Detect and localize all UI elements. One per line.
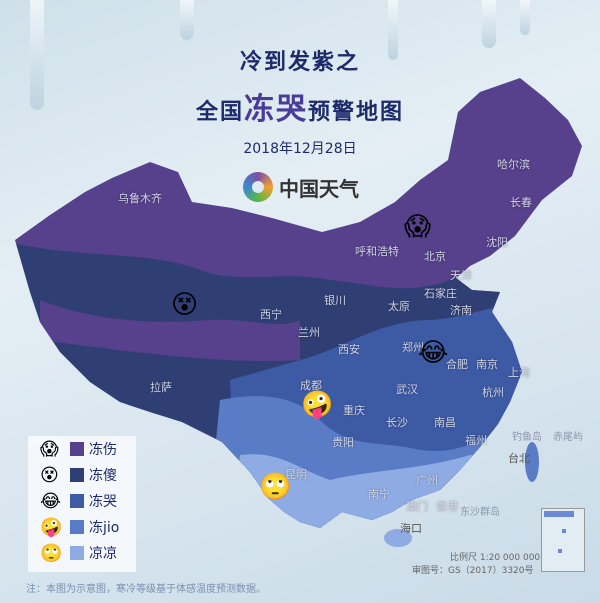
legend-swatch bbox=[70, 442, 84, 456]
legend-item-cool: 🙄 凉凉 bbox=[28, 540, 136, 566]
zany-face-icon: 🤪 bbox=[40, 516, 63, 538]
date: 2018年12月28日 bbox=[243, 141, 357, 157]
legend-label: 冻伤 bbox=[89, 442, 117, 458]
city-label: 乌鲁木齐 bbox=[118, 192, 162, 205]
city-label: 西安 bbox=[338, 343, 360, 356]
city-label: 南京 bbox=[476, 358, 498, 371]
approval-number: 审图号：GS（2017）3320号 bbox=[412, 566, 534, 576]
city-label: 沈阳 bbox=[486, 236, 508, 249]
taiwan-island bbox=[525, 442, 539, 482]
city-label: 海口 bbox=[400, 522, 422, 535]
island-label: 赤尾屿 bbox=[553, 432, 583, 443]
icicle-decoration bbox=[180, 0, 194, 40]
city-label: 济南 bbox=[450, 304, 472, 317]
title-line1: 冷到发紫之 bbox=[239, 50, 360, 75]
city-label: 郑州 bbox=[402, 341, 424, 354]
city-label: 贵阳 bbox=[332, 436, 354, 449]
dizzy-face-icon: 😵 bbox=[171, 290, 199, 320]
title-prefix: 全国 bbox=[195, 100, 244, 125]
city-label: 杭州 bbox=[482, 386, 504, 399]
city-label: 广州 bbox=[416, 474, 438, 487]
city-label: 成都 bbox=[300, 379, 322, 392]
city-label: 银川 bbox=[324, 294, 346, 307]
legend: 😱 冻伤 😵 冻傻 😂 冻哭 🤪 冻jio 🙄 凉凉 bbox=[28, 436, 136, 572]
south-china-sea-inset-map bbox=[541, 508, 585, 572]
hainan-island bbox=[384, 529, 412, 547]
city-label: 拉萨 bbox=[150, 381, 172, 394]
city-label: 合肥 bbox=[446, 358, 468, 371]
legend-label: 冻哭 bbox=[89, 494, 117, 510]
island-label: 东沙群岛 bbox=[460, 507, 500, 518]
city-label: 南宁 bbox=[368, 488, 390, 501]
zone-frostbite bbox=[40, 300, 300, 361]
title-highlight: 冻哭 bbox=[244, 92, 308, 127]
city-label: 澳门 bbox=[406, 500, 428, 513]
legend-item-jio: 🤪 冻jio bbox=[28, 514, 136, 540]
city-label: 哈尔滨 bbox=[497, 158, 530, 171]
city-label: 呼和浩特 bbox=[355, 245, 399, 258]
city-label: 台北 bbox=[508, 452, 530, 465]
title-line2: 全国冻哭预警地图 bbox=[0, 84, 600, 128]
icicle-decoration bbox=[30, 0, 44, 110]
map-scale: 比例尺 1:20 000 000 bbox=[450, 553, 541, 563]
legend-label: 凉凉 bbox=[89, 546, 117, 562]
legend-item-frostbite: 😱 冻伤 bbox=[28, 436, 136, 462]
city-label: 重庆 bbox=[343, 404, 365, 417]
legend-swatch bbox=[70, 546, 84, 560]
legend-swatch bbox=[70, 494, 84, 508]
title-suffix: 预警地图 bbox=[308, 100, 405, 125]
legend-swatch bbox=[70, 468, 84, 482]
city-label: 上海 bbox=[508, 366, 530, 379]
city-label: 香港 bbox=[436, 500, 458, 513]
tears-of-joy-face-icon: 😂 bbox=[418, 338, 449, 368]
city-label: 昆明 bbox=[285, 468, 307, 481]
city-label: 太原 bbox=[388, 300, 410, 313]
eye-roll-face-icon: 🙄 bbox=[40, 542, 63, 564]
city-label: 石家庄 bbox=[424, 287, 457, 300]
icicle-decoration bbox=[520, 0, 530, 35]
legend-label: 冻jio bbox=[89, 520, 120, 536]
legend-swatch bbox=[70, 520, 84, 534]
city-label: 南昌 bbox=[434, 416, 456, 429]
legend-item-crying: 😂 冻哭 bbox=[28, 488, 136, 514]
weather-logo-icon bbox=[243, 172, 273, 202]
footnote: 注：本图为示意图，寒冷等级基于体感温度预测数据。 bbox=[26, 584, 266, 595]
logo-text: 中国天气 bbox=[279, 176, 359, 201]
island-label: 钓鱼岛 bbox=[512, 432, 542, 443]
city-label: 武汉 bbox=[396, 383, 418, 396]
city-label: 长沙 bbox=[386, 416, 408, 429]
logo: 中国天气 bbox=[243, 172, 359, 202]
tears-of-joy-face-icon: 😂 bbox=[40, 490, 62, 512]
city-label: 长春 bbox=[510, 196, 532, 209]
screaming-face-icon: 😱 bbox=[40, 438, 59, 460]
screaming-face-icon: 😱 bbox=[404, 212, 432, 242]
icicle-decoration bbox=[482, 0, 496, 48]
city-label: 福州 bbox=[465, 434, 487, 447]
city-label: 兰州 bbox=[298, 326, 320, 339]
city-label: 西宁 bbox=[260, 308, 282, 321]
city-label: 天津 bbox=[450, 269, 472, 282]
city-label: 北京 bbox=[424, 250, 446, 263]
zany-face-icon: 🤪 bbox=[301, 390, 334, 420]
icicle-decoration bbox=[388, 0, 398, 60]
dizzy-face-icon: 😵 bbox=[40, 464, 59, 486]
legend-item-numb: 😵 冻傻 bbox=[28, 462, 136, 488]
eye-roll-face-icon: 🙄 bbox=[259, 472, 292, 502]
legend-label: 冻傻 bbox=[89, 468, 117, 484]
